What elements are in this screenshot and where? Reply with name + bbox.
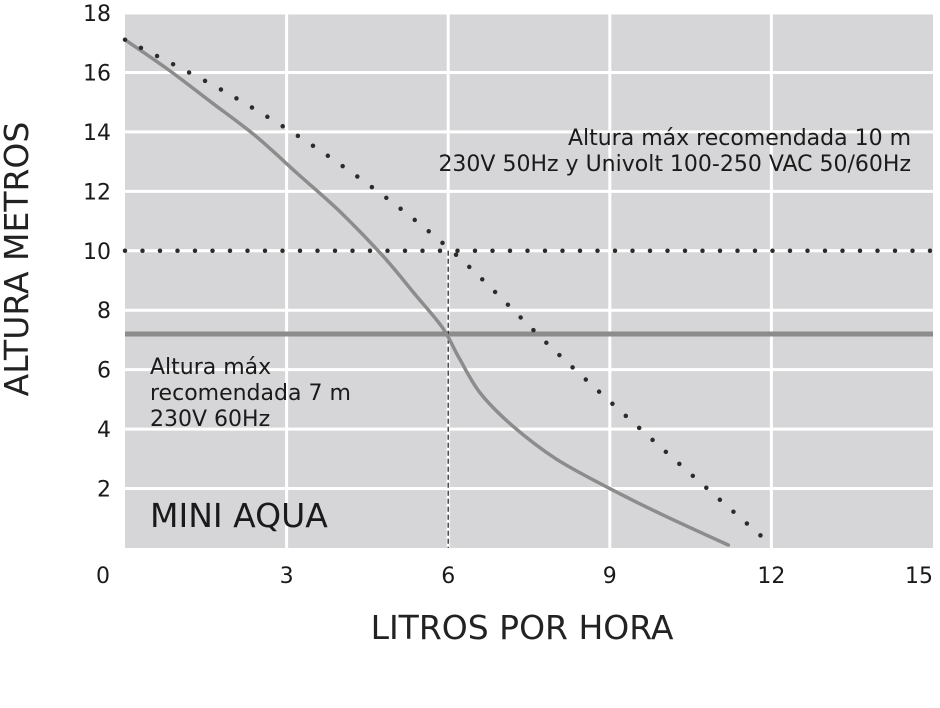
x-tick-label-12: 12 xyxy=(757,564,785,589)
reference-lines xyxy=(122,248,936,548)
y-tick-label-2: 2 xyxy=(97,478,111,503)
x-tick-label-0: 0 xyxy=(96,564,110,589)
y-tick-label-6: 6 xyxy=(97,359,111,384)
y-tick-label-4: 4 xyxy=(97,418,111,443)
x-tick-label-9: 9 xyxy=(603,564,617,589)
tick-labels: 0 3 6 9 12 15 2 4 6 8 10 12 14 16 18 xyxy=(83,2,933,589)
y-tick-label-14: 14 xyxy=(83,121,111,146)
series-line-solid xyxy=(123,37,731,547)
ref-label-10m-line-2: 230V 50Hz y Univolt 100-250 VAC 50/60Hz xyxy=(438,152,911,177)
plot-area xyxy=(125,13,933,548)
y-tick-label-10: 10 xyxy=(83,240,111,265)
y-tick-label-12: 12 xyxy=(83,180,111,205)
ref-label-7m-line-2: recomendada 7 m xyxy=(150,381,351,406)
x-tick-label-15: 15 xyxy=(905,564,933,589)
y-tick-label-8: 8 xyxy=(97,299,111,324)
y-tick-label-16: 16 xyxy=(83,61,111,86)
y-axis-title: ALTURA METROS xyxy=(0,122,36,397)
series-group xyxy=(122,37,774,548)
ref-label-7m-line-1: Altura máx xyxy=(150,355,271,380)
x-tick-label-6: 6 xyxy=(441,564,455,589)
product-name: MINI AQUA xyxy=(150,496,328,535)
y-tick-label-18: 18 xyxy=(83,2,111,27)
x-tick-label-3: 3 xyxy=(280,564,294,589)
ref-label-7m-line-3: 230V 60Hz xyxy=(150,407,270,432)
ref-label-10m-line-1: Altura máx recomendada 10 m xyxy=(568,126,911,151)
x-axis-title: LITROS POR HORA xyxy=(371,608,674,647)
